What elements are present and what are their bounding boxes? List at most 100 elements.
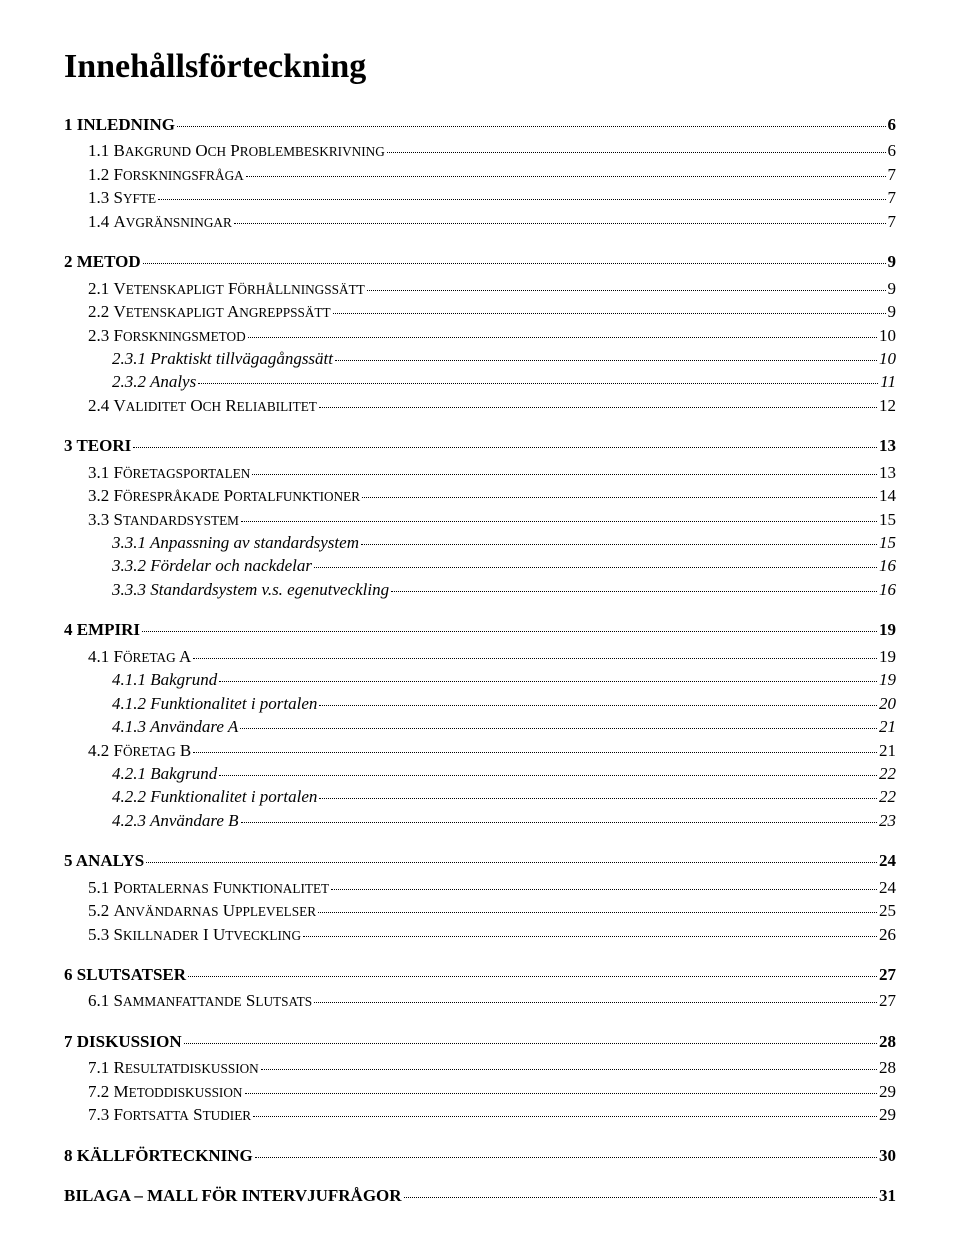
toc-leader (198, 383, 878, 384)
toc-entry-page: 24 (879, 877, 896, 899)
toc-leader (361, 544, 877, 545)
toc-entry-page: 11 (880, 371, 896, 393)
toc-leader (142, 631, 877, 632)
toc-entry: 4.2.3 Användare B 23 (112, 810, 896, 832)
toc-entry-page: 10 (879, 348, 896, 370)
toc-entry: 2.1 VETENSKAPLIGT FÖRHÅLLNINGSSÄTT9 (88, 278, 896, 300)
toc-entry-page: 7 (888, 211, 897, 233)
toc-entry-page: 14 (879, 485, 896, 507)
toc-leader (261, 1069, 877, 1070)
toc-entry-label: 2.2 VETENSKAPLIGT ANGREPPSSÄTT (88, 301, 331, 323)
toc-entry-label: 7.1 RESULTATDISKUSSION (88, 1057, 259, 1079)
toc-entry-page: 23 (879, 810, 896, 832)
toc-leader (318, 912, 877, 913)
toc-entry: 3.3.3 Standardsystem v.s. egenutveckling… (112, 579, 896, 601)
toc-entry-label: 4.2.2 Funktionalitet i portalen (112, 786, 317, 808)
toc-entry-page: 16 (879, 555, 896, 577)
toc-entry: 4.1.3 Användare A21 (112, 716, 896, 738)
toc-entry: 2 METOD 9 (64, 251, 896, 273)
toc-entry: 4.1 FÖRETAG A 19 (88, 646, 896, 668)
toc-leader (177, 126, 886, 127)
toc-leader (193, 658, 877, 659)
toc-leader (241, 521, 877, 522)
toc-entry-page: 21 (879, 740, 896, 762)
toc-entry-label: 2 METOD (64, 251, 141, 273)
toc-entry-page: 26 (879, 924, 896, 946)
toc-entry-label: 1.4 AVGRÄNSNINGAR (88, 211, 232, 233)
toc-entry-page: 7 (888, 187, 897, 209)
toc-entry: 4.2.1 Bakgrund22 (112, 763, 896, 785)
toc-entry: 1 INLEDNING6 (64, 114, 896, 136)
toc-entry-label: 4.2.3 Användare B (112, 810, 239, 832)
toc-entry-label: 5.3 SKILLNADER I UTVECKLING (88, 924, 301, 946)
toc-entry-page: 21 (879, 716, 896, 738)
toc-entry: 5.2 ANVÄNDARNAS UPPLEVELSER25 (88, 900, 896, 922)
toc-entry: 7 DISKUSSION 28 (64, 1031, 896, 1053)
toc-leader (387, 152, 886, 153)
toc-leader (391, 591, 877, 592)
toc-entry-label: 1 INLEDNING (64, 114, 175, 136)
toc-entry-label: 7 DISKUSSION (64, 1031, 182, 1053)
toc-entry-page: 24 (879, 850, 896, 872)
toc-entry-page: 30 (879, 1145, 896, 1167)
toc-entry-page: 29 (879, 1104, 896, 1126)
toc-leader (143, 263, 886, 264)
toc-leader (367, 290, 886, 291)
toc-entry: 3.2 FÖRESPRÅKADE PORTALFUNKTIONER14 (88, 485, 896, 507)
toc-entry-page: 19 (879, 619, 896, 641)
toc-entry-label: 3.3 STANDARDSYSTEM (88, 509, 239, 531)
toc-leader (319, 705, 877, 706)
toc-entry-page: 12 (879, 395, 896, 417)
toc-entry-label: 6 SLUTSATSER (64, 964, 186, 986)
toc-entry: 8 KÄLLFÖRTECKNING 30 (64, 1145, 896, 1167)
toc-entry-label: 4.1 FÖRETAG A (88, 646, 191, 668)
toc-entry-label: 8 KÄLLFÖRTECKNING (64, 1145, 253, 1167)
toc-entry-page: 16 (879, 579, 896, 601)
toc-entry: 2.2 VETENSKAPLIGT ANGREPPSSÄTT9 (88, 301, 896, 323)
toc-entry-page: 29 (879, 1081, 896, 1103)
toc-leader (255, 1157, 877, 1158)
toc-entry-label: 2.4 VALIDITET OCH RELIABILITET (88, 395, 317, 417)
toc-leader (188, 976, 877, 977)
toc-entry-page: 27 (879, 990, 896, 1012)
toc-leader (241, 822, 877, 823)
toc-leader (234, 223, 886, 224)
toc-entry-label: 2.3.2 Analys (112, 371, 196, 393)
toc-entry-page: 13 (879, 435, 896, 457)
toc-entry-label: 1.3 SYFTE (88, 187, 156, 209)
toc-leader (314, 567, 877, 568)
toc-leader (314, 1002, 877, 1003)
toc-entry-page: 13 (879, 462, 896, 484)
toc-entry-label: 3.3.3 Standardsystem v.s. egenutveckling (112, 579, 389, 601)
toc-leader (319, 407, 877, 408)
toc-entry: 4.1.2 Funktionalitet i portalen20 (112, 693, 896, 715)
toc-entry: 1.1 BAKGRUND OCH PROBLEMBESKRIVNING6 (88, 140, 896, 162)
toc-entry-page: 28 (879, 1057, 896, 1079)
toc-entry: 1.3 SYFTE 7 (88, 187, 896, 209)
toc-entry-page: 25 (879, 900, 896, 922)
toc-entry-label: 4.1.1 Bakgrund (112, 669, 217, 691)
toc-leader (246, 176, 886, 177)
toc-entry-page: 20 (879, 693, 896, 715)
toc-entry-page: 19 (879, 646, 896, 668)
toc-entry-page: 6 (888, 140, 897, 162)
toc-entry: 2.3.1 Praktiskt tillvägagångssätt 10 (112, 348, 896, 370)
toc-entry-page: 28 (879, 1031, 896, 1053)
toc-entry: 5.3 SKILLNADER I UTVECKLING 26 (88, 924, 896, 946)
toc-entry-page: 27 (879, 964, 896, 986)
toc-entry: 6 SLUTSATSER 27 (64, 964, 896, 986)
toc-entry-page: 9 (888, 251, 897, 273)
toc-entry: 2.4 VALIDITET OCH RELIABILITET 12 (88, 395, 896, 417)
toc-entry: 3.3.1 Anpassning av standardsystem15 (112, 532, 896, 554)
toc-leader (193, 752, 877, 753)
toc-entry-label: 2.3.1 Praktiskt tillvägagångssätt (112, 348, 333, 370)
toc-leader (252, 474, 877, 475)
toc-leader (253, 1116, 877, 1117)
toc-entry-page: 22 (879, 763, 896, 785)
toc-leader (303, 936, 877, 937)
toc-entry-page: 9 (888, 278, 897, 300)
toc-entry: 2.3.2 Analys 11 (112, 371, 896, 393)
toc-entry: 4.1.1 Bakgrund19 (112, 669, 896, 691)
toc-entry-label: 3.1 FÖRETAGSPORTALEN (88, 462, 250, 484)
toc-entry-label: 5.1 PORTALERNAS FUNKTIONALITET (88, 877, 329, 899)
